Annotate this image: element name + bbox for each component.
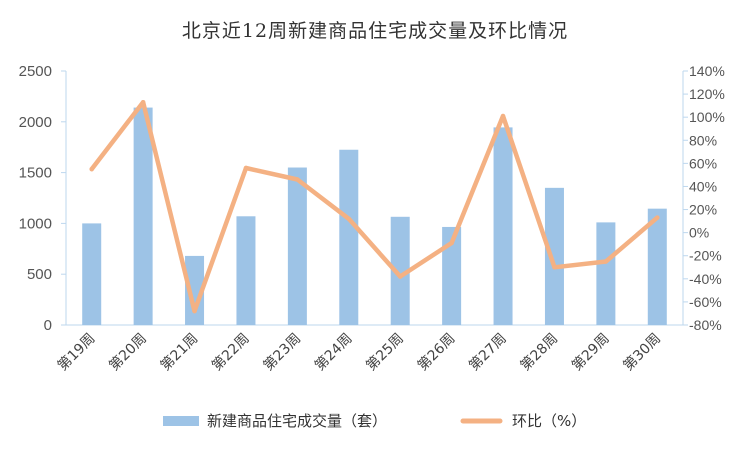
bar-第23周 [287,167,307,325]
bar-第20周 [133,107,153,326]
x-tick-label: 第27周 [465,330,509,374]
line-point-第29周 [603,259,609,264]
bar-第29周 [596,222,616,325]
x-tick-label: 第25周 [363,330,407,374]
line-point-第20周 [140,99,146,105]
bar-第19周 [82,223,102,325]
right-tick-label: -60% [689,294,722,310]
line-point-第22周 [243,165,249,171]
left-tick-label: 2500 [19,63,52,80]
line-point-第26周 [449,240,454,246]
right-tick-label: 0% [689,225,709,241]
left-tick-label: 1000 [19,215,52,232]
axes: 0 500 1000 1500 2000 2500 -80% -60% -40% -20% 0% 20… [19,63,725,334]
line-point-第27周 [500,113,506,119]
x-tick-label: 第24周 [311,330,355,374]
x-tick-label: 第26周 [414,330,458,374]
right-tick-label: 100% [689,109,725,125]
bar-第30周 [647,208,667,325]
legend: 新建商品住宅成交量（套） 环比（%） [163,412,586,430]
bar-第27周 [493,127,513,325]
bar-第26周 [442,226,462,325]
x-tick-label: 第22周 [208,330,252,374]
right-tick-label: -40% [689,271,722,287]
left-tick-label: 2000 [19,114,52,131]
right-tick-label: -20% [689,248,722,264]
line-point-第30周 [655,215,660,220]
right-tick-label: 20% [689,202,717,218]
legend-bar-label: 新建商品住宅成交量（套） [207,412,387,430]
line-path [89,99,660,314]
x-tick-label: 第23周 [260,330,304,374]
chart-title: 北京近12周新建商品住宅成交量及环比情况 [181,20,569,42]
right-tick-label: 60% [689,155,717,171]
legend-line-label: 环比（%） [512,412,586,430]
line-point-第21周 [192,308,197,314]
right-tick-label: 80% [689,132,717,148]
x-tick-label: 第21周 [157,330,201,374]
bar-第22周 [236,216,256,325]
bar-第25周 [390,216,410,325]
x-tick-label: 第19周 [54,330,98,374]
x-tick-label: 第29周 [568,330,612,374]
left-tick-label: 1500 [19,165,52,182]
right-tick-label: 120% [689,86,725,102]
line-point-第23周 [295,177,300,182]
left-tick-label: 500 [27,266,52,283]
x-tick-labels: 第19周 第20周 第21周 第22周 第23周 第24周 第25周 第26周 第27周 第28周… [54,330,664,374]
right-tick-label: -80% [689,317,722,333]
right-tick-label: 40% [689,178,717,194]
x-tick-label: 第30周 [620,330,664,374]
bar-第24周 [339,149,359,325]
line-point-第19周 [89,166,94,172]
bar-第21周 [185,255,205,325]
line-point-第25周 [398,274,403,279]
line-point-第28周 [552,265,557,270]
x-tick-label: 第28周 [517,330,561,374]
left-tick-label: 0 [44,317,52,334]
bar-series [82,107,667,326]
x-tick-label: 第20周 [106,330,150,374]
legend-bar-swatch [163,416,199,426]
right-tick-label: 140% [689,63,725,79]
bar-第28周 [544,187,564,325]
line-point-第24周 [346,216,351,221]
line-series [89,99,660,314]
